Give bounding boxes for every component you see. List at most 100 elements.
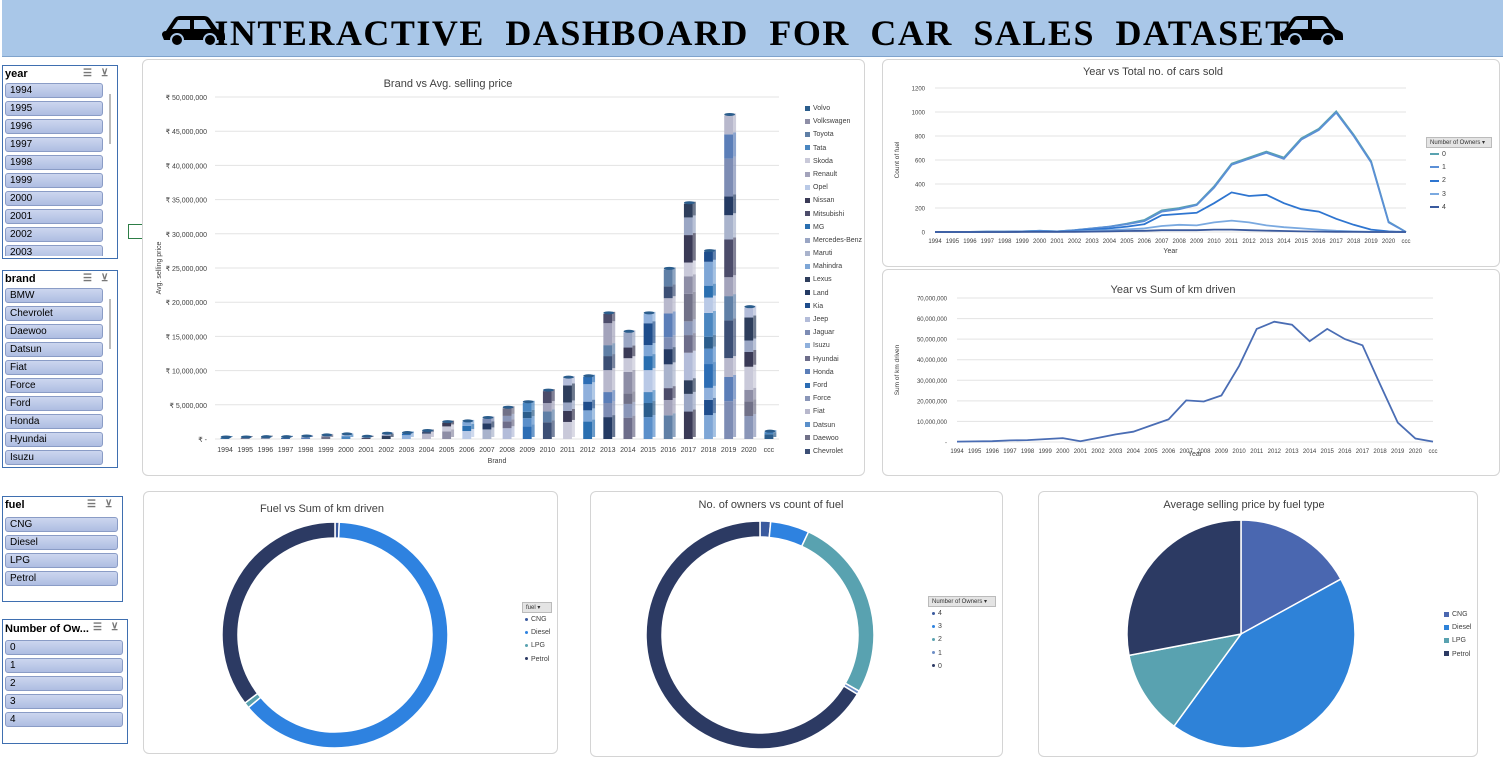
bar-segment-side <box>672 335 676 348</box>
slicer-item[interactable]: Petrol <box>5 571 118 586</box>
bar-segment <box>542 411 552 423</box>
x-tick-label: 2005 <box>1144 449 1158 455</box>
legend-swatch <box>805 303 810 309</box>
slicer-item[interactable]: 1994 <box>5 83 103 98</box>
bar-segment-side <box>672 347 676 363</box>
legend-filter-button[interactable]: fuel ▾ <box>522 602 552 613</box>
x-tick-label: 1995 <box>946 239 960 245</box>
x-tick-label: 2014 <box>620 447 636 454</box>
slicer-item[interactable]: 1999 <box>5 173 103 188</box>
y-tick-label: ₹ 45,000,000 <box>166 128 208 136</box>
x-tick-label: 2011 <box>1225 239 1239 245</box>
slicer-item[interactable]: Fiat <box>5 360 103 375</box>
y-tick-label: ₹ - <box>198 436 207 444</box>
bar-segment-side <box>571 383 575 401</box>
legend-swatch <box>805 224 810 230</box>
slicer-items: BMW Chevrolet Daewoo Datsun Fiat Force Ford Hon… <box>5 288 103 465</box>
x-axis-label: Year <box>1188 451 1203 458</box>
slicer-item[interactable]: Diesel <box>5 535 118 550</box>
bar-top <box>341 432 353 436</box>
legend-swatch <box>805 316 810 322</box>
bar-segment-side <box>571 376 575 384</box>
multi-select-icon[interactable]: ☰ <box>83 68 92 79</box>
clear-filter-icon[interactable]: ⊻ <box>101 68 109 79</box>
bar-segment-side <box>753 399 757 415</box>
x-tick-label: 2020 <box>1409 449 1423 455</box>
slicer-item[interactable]: 4 <box>5 712 123 727</box>
legend-entry: CNG <box>525 615 550 628</box>
x-tick-label: 2008 <box>1197 449 1211 455</box>
slicer-item[interactable]: 2003 <box>5 245 103 256</box>
slicer-item[interactable]: 1995 <box>5 101 103 116</box>
bar-top <box>542 388 554 392</box>
slicer-item[interactable]: Isuzu <box>5 450 103 465</box>
slicer-item[interactable]: 1996 <box>5 119 103 134</box>
y-tick-label: ₹ 10,000,000 <box>166 368 208 376</box>
bar-segment <box>683 293 693 322</box>
bar-segment <box>240 438 250 439</box>
slicer-item[interactable]: 1998 <box>5 155 103 170</box>
clear-filter-icon[interactable]: ⊻ <box>105 499 113 510</box>
slicer-item[interactable]: 0 <box>5 640 123 655</box>
bar-segment <box>704 285 713 298</box>
clear-filter-icon[interactable]: ⊻ <box>111 622 119 633</box>
legend-entry: Fiat <box>805 407 862 420</box>
bar-segment <box>744 389 754 402</box>
x-tick-label: 2017 <box>1356 449 1370 455</box>
slicer-item[interactable]: Chevrolet <box>5 306 103 321</box>
slicer-item[interactable]: LPG <box>5 553 118 568</box>
slicer-item[interactable]: 3 <box>5 694 123 709</box>
slicer-item[interactable]: Datsun <box>5 342 103 357</box>
bar-segment-side <box>531 409 535 417</box>
brand-slicer[interactable]: brand ☰ ⊻ BMW Chevrolet Daewoo Datsun Fiat Fo… <box>2 270 118 468</box>
multi-select-icon[interactable]: ☰ <box>93 622 102 633</box>
scrollbar[interactable] <box>109 94 111 144</box>
slicer-item[interactable]: Honda <box>5 414 103 429</box>
legend-entry: Opel <box>805 183 862 196</box>
fuel-slicer[interactable]: fuel ☰ ⊻ CNG Diesel LPG Petrol <box>2 496 123 602</box>
bar-segment <box>603 313 613 324</box>
scrollbar[interactable] <box>109 299 111 349</box>
bar-segment <box>683 393 693 412</box>
bar-segment-side <box>451 429 455 437</box>
clear-filter-icon[interactable]: ⊻ <box>101 273 109 284</box>
legend-entry: LPG <box>1444 636 1471 649</box>
legend-swatch <box>805 395 810 401</box>
legend-filter-button[interactable]: Number of Owners ▾ <box>928 596 996 607</box>
legend-entry: Kia <box>805 302 862 315</box>
bar-segment <box>683 276 693 294</box>
bar-segment <box>482 429 492 439</box>
slicer-item[interactable]: 2000 <box>5 191 103 206</box>
slicer-item[interactable]: 2002 <box>5 227 103 242</box>
slicer-item[interactable]: 1 <box>5 658 123 673</box>
slicer-item[interactable]: Ford <box>5 396 103 411</box>
x-tick-label: 1994 <box>928 239 942 245</box>
bar-segment-side <box>531 424 535 437</box>
owners-slicer[interactable]: Number of Ow... ☰ ⊻ 0 1 2 3 4 <box>2 619 128 744</box>
slicer-item[interactable]: Daewoo <box>5 324 103 339</box>
bar-segment-side <box>753 338 757 350</box>
x-tick-label: 2014 <box>1277 239 1291 245</box>
x-tick-label: 2018 <box>701 447 717 454</box>
slicer-item[interactable]: 1997 <box>5 137 103 152</box>
slicer-item[interactable]: Force <box>5 378 103 393</box>
bar-top <box>442 420 454 424</box>
slicer-item[interactable]: Hyundai <box>5 432 103 447</box>
year-slicer[interactable]: year ☰ ⊻ 1994 1995 1996 1997 1998 1999 2000 200… <box>2 65 118 259</box>
bar-segment-side <box>612 368 616 391</box>
bar-segment-side <box>430 431 434 437</box>
legend-label: 1 <box>938 649 942 657</box>
legend-swatch <box>805 343 810 349</box>
slicer-item[interactable]: 2001 <box>5 209 103 224</box>
slicer-item[interactable]: CNG <box>5 517 118 532</box>
bar-segment <box>724 376 734 402</box>
slicer-item[interactable]: 2 <box>5 676 123 691</box>
bar-top <box>764 429 776 433</box>
legend-filter-button[interactable]: Number of Owners ▾ <box>1426 137 1492 148</box>
y-tick-label: 800 <box>915 135 926 141</box>
multi-select-icon[interactable]: ☰ <box>87 499 96 510</box>
slicer-item[interactable]: BMW <box>5 288 103 303</box>
multi-select-icon[interactable]: ☰ <box>83 273 92 284</box>
bar-top <box>462 419 474 423</box>
x-tick-label: 2010 <box>540 447 556 454</box>
